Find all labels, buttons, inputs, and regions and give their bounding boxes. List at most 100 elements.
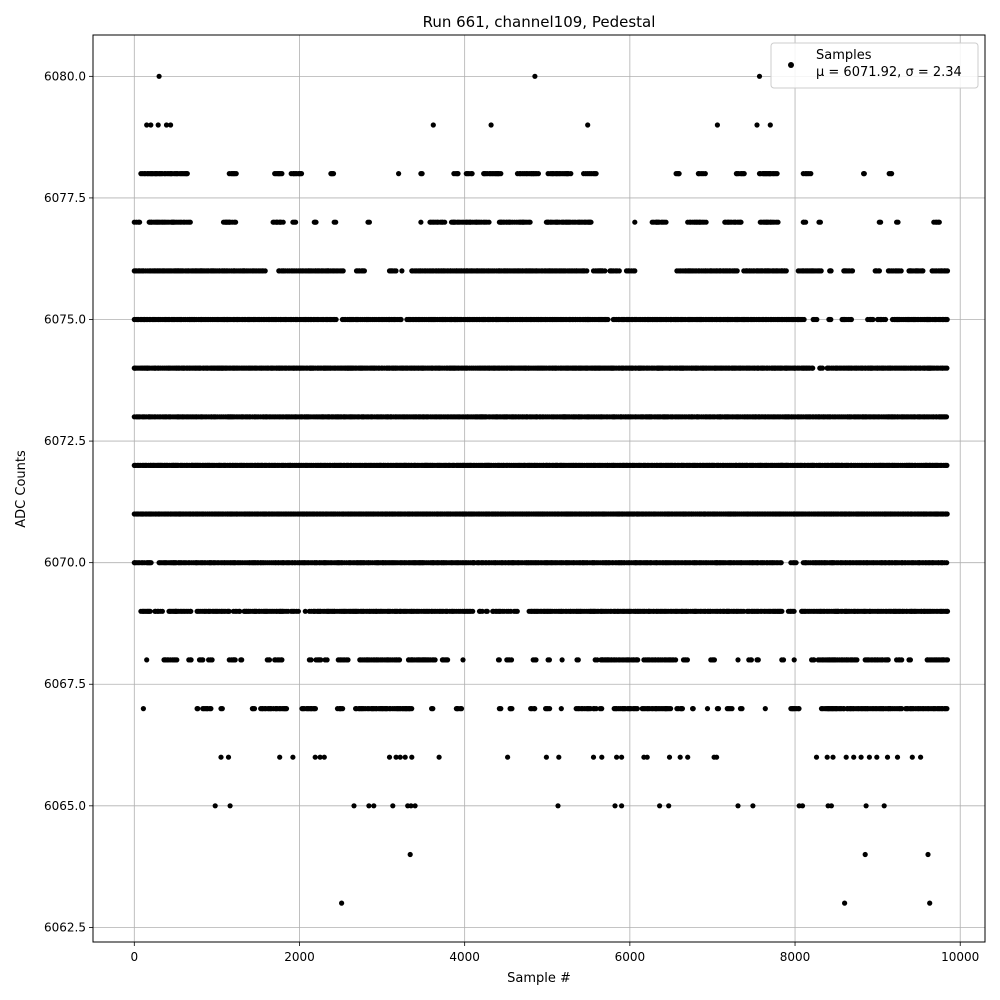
data-point: [232, 657, 238, 663]
data-point: [779, 608, 785, 614]
data-point: [455, 171, 461, 177]
data-point: [778, 560, 784, 566]
data-point: [147, 608, 153, 614]
data-point: [605, 316, 611, 323]
data-point: [279, 657, 285, 663]
data-point: [898, 268, 904, 274]
data-point: [535, 171, 542, 177]
data-point: [200, 657, 206, 663]
data-point: [469, 171, 475, 177]
data-points: [131, 73, 951, 906]
data-point: [895, 219, 901, 225]
data-point: [676, 171, 682, 177]
data-point: [233, 219, 239, 225]
data-point: [702, 171, 708, 177]
data-point: [432, 657, 438, 663]
data-point: [330, 171, 337, 177]
data-point: [861, 171, 867, 177]
data-point: [775, 219, 781, 225]
data-point: [870, 316, 876, 323]
data-point: [239, 657, 245, 663]
data-point: [159, 608, 165, 614]
data-point: [703, 219, 709, 225]
data-point: [184, 171, 190, 177]
data-point: [188, 608, 194, 614]
data-point: [817, 219, 824, 225]
data-point: [313, 219, 319, 225]
data-point: [298, 171, 305, 177]
data-point: [882, 316, 889, 323]
data-point: [266, 657, 273, 663]
data-point: [878, 219, 884, 225]
data-point: [810, 365, 816, 371]
data-point: [293, 219, 299, 225]
data-point: [398, 316, 404, 323]
data-point: [418, 219, 424, 225]
data-point: [237, 608, 243, 614]
data-point: [333, 219, 339, 225]
data-point: [818, 268, 824, 274]
data-point: [137, 219, 143, 225]
data-point: [279, 171, 285, 177]
data-point: [302, 608, 308, 614]
data-point: [533, 657, 539, 663]
data-point: [819, 365, 826, 371]
data-point: [588, 219, 594, 225]
data-point: [828, 268, 834, 274]
data-point: [366, 219, 372, 225]
data-point: [568, 171, 574, 177]
data-point: [602, 268, 608, 274]
data-point: [496, 657, 502, 663]
data-point: [340, 268, 346, 274]
data-point: [144, 657, 150, 663]
data-point: [188, 657, 194, 663]
data-point: [738, 219, 744, 225]
data-point: [635, 657, 641, 663]
data-point: [828, 316, 834, 323]
data-point: [396, 171, 402, 177]
data-point: [479, 608, 485, 614]
data-point: [876, 268, 883, 274]
data-point: [514, 608, 520, 614]
data-point: [226, 608, 232, 614]
data-point: [442, 219, 448, 225]
data-point: [148, 560, 154, 566]
data-point: [774, 171, 780, 177]
data-point: [209, 657, 215, 663]
data-point: [396, 657, 403, 663]
data-point: [174, 657, 180, 663]
data-point: [814, 316, 820, 323]
chart-title: Run 661, channel109, Pedestal: [423, 13, 656, 31]
data-point: [734, 268, 740, 274]
data-point: [324, 657, 330, 663]
data-point: [801, 316, 807, 323]
data-point: [889, 171, 895, 177]
data-point: [920, 268, 926, 274]
data-point: [593, 171, 599, 177]
data-point: [460, 657, 466, 663]
data-point: [527, 219, 533, 225]
data-point: [944, 316, 950, 323]
data-point: [445, 657, 451, 663]
data-point: [559, 657, 565, 663]
data-point: [575, 657, 581, 663]
data-point: [803, 219, 809, 225]
data-point: [936, 219, 942, 225]
data-point: [663, 219, 669, 225]
data-point: [508, 657, 515, 663]
data-point: [783, 268, 789, 274]
data-point: [944, 268, 951, 274]
data-point: [632, 268, 638, 274]
data-point: [793, 560, 799, 566]
data-point: [318, 657, 324, 663]
data-point: [849, 268, 856, 274]
data-point: [616, 268, 622, 274]
data-point: [484, 608, 490, 614]
data-point: [308, 657, 314, 663]
data-point: [233, 171, 239, 177]
data-point: [262, 268, 268, 274]
data-point: [470, 608, 476, 614]
data-point: [419, 171, 425, 177]
